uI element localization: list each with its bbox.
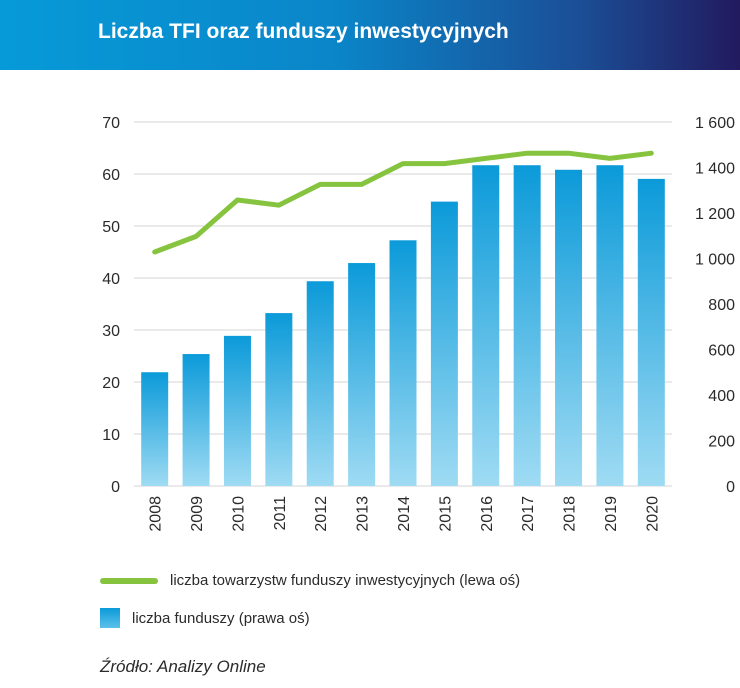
bar-2018	[555, 169, 583, 486]
left-tick-label: 50	[102, 219, 120, 236]
x-tick-label: 2013	[355, 496, 372, 532]
right-tick-label: 600	[708, 343, 735, 360]
left-axis-ticks: 0 10 20 30 40 50 60 70	[102, 115, 120, 496]
legend-bar-swatch	[100, 608, 120, 628]
right-tick-label: 400	[708, 388, 735, 405]
bar-2017	[513, 165, 541, 486]
bar-2009	[182, 354, 210, 486]
line-point-2013	[360, 183, 363, 186]
bar-series	[141, 165, 665, 486]
line-point-2015	[443, 162, 446, 165]
x-tick-label: 2015	[437, 496, 454, 532]
line-point-2017	[526, 152, 529, 155]
left-tick-label: 20	[102, 375, 120, 392]
line-point-2012	[319, 183, 322, 186]
line-point-2010	[236, 199, 239, 201]
line-series	[152, 150, 654, 255]
line-point-2019	[608, 157, 611, 160]
legend-bar-label: liczba funduszy (prawa oś)	[132, 609, 310, 627]
x-tick-label: 2017	[520, 496, 537, 532]
x-tick-label: 2016	[479, 496, 496, 532]
line-point-2011	[277, 204, 280, 207]
right-tick-label: 1 200	[695, 206, 735, 223]
line-point-2020	[650, 152, 653, 155]
combo-chart: 0 10 20 30 40 50 60 70 0 200 400 600 800 1 000 1 200 1…	[102, 115, 735, 532]
legend-item-bar: liczba funduszy (prawa oś)	[100, 608, 310, 628]
bar-2010	[223, 335, 251, 486]
x-tick-label: 2012	[313, 496, 330, 532]
left-tick-label: 0	[111, 479, 120, 496]
right-tick-label: 200	[708, 434, 735, 451]
x-tick-label: 2018	[562, 496, 579, 532]
left-tick-label: 30	[102, 323, 120, 340]
left-tick-label: 70	[102, 115, 120, 132]
bar-2008	[141, 372, 169, 486]
right-tick-label: 1 000	[695, 252, 735, 269]
left-tick-label: 60	[102, 167, 120, 184]
x-tick-label: 2011	[272, 496, 289, 531]
line-point-2009	[195, 235, 198, 238]
right-axis-ticks: 0 200 400 600 800 1 000 1 200 1 400 1 600	[695, 115, 735, 496]
line-point-2016	[484, 157, 487, 160]
left-tick-label: 10	[102, 427, 120, 444]
bar-2019	[596, 165, 624, 486]
line-point-2014	[402, 162, 404, 165]
left-tick-label: 40	[102, 271, 120, 288]
source-note: Źródło: Analizy Online	[100, 657, 266, 676]
x-tick-label: 2009	[189, 496, 206, 532]
bar-2014	[389, 240, 417, 486]
bar-2012	[306, 281, 334, 486]
bar-2020	[637, 178, 665, 486]
bar-2013	[348, 263, 376, 486]
right-tick-label: 1 600	[695, 115, 735, 132]
right-tick-label: 800	[708, 297, 735, 314]
x-tick-label: 2019	[603, 496, 620, 532]
right-tick-label: 0	[726, 479, 735, 496]
x-tick-label: 2010	[230, 496, 247, 532]
x-tick-label: 2008	[148, 496, 165, 532]
right-tick-label: 1 400	[695, 161, 735, 178]
legend-line-swatch	[100, 577, 158, 584]
x-tick-label: 2014	[396, 496, 413, 532]
chart-title: Liczba TFI oraz funduszy inwestycyjnych	[98, 20, 509, 43]
legend-item-line: liczba towarzystw funduszy inwestycyjnyc…	[100, 572, 520, 589]
legend-line-label: liczba towarzystw funduszy inwestycyjnyc…	[170, 572, 521, 589]
bar-2011	[265, 313, 293, 486]
line-point-2018	[567, 152, 570, 155]
line-point-2008	[153, 251, 156, 253]
x-tick-label: 2020	[644, 496, 661, 532]
chart-header: Liczba TFI oraz funduszy inwestycyjnych	[0, 0, 740, 70]
x-axis-labels: 2008 2009 2010 2011 2012 2013 2014 2015 2016 2017…	[148, 496, 662, 532]
bar-2015	[430, 201, 458, 486]
bar-2016	[472, 165, 500, 486]
